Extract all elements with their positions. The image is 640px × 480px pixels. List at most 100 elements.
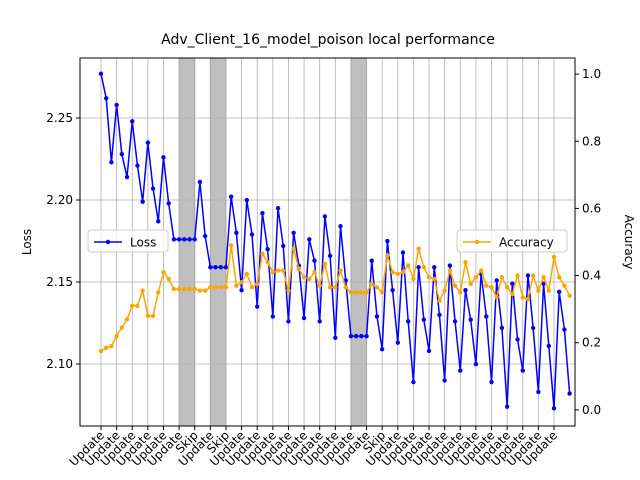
data-point [239,288,244,293]
data-point [244,271,249,277]
data-point [145,313,151,319]
data-point [530,325,536,331]
data-point [489,285,494,290]
data-point [452,319,458,324]
legend-marker [474,239,480,245]
data-point [504,404,510,409]
data-point [275,268,281,273]
legend-box [87,229,169,253]
data-point [213,285,218,290]
data-point [395,340,400,345]
data-point [499,275,505,280]
data-point [260,210,265,216]
data-point [416,265,421,270]
data-point [557,275,562,280]
data-point [109,160,114,165]
skip-span [178,57,196,427]
data-point [176,286,182,292]
y2-tick-label: 0.8 [582,134,601,148]
data-point [421,264,427,270]
data-point [307,276,312,282]
data-point [530,273,536,278]
data-point [546,288,551,293]
y2-tick-label: 0.4 [582,269,601,283]
y-axis-label: Loss [20,229,34,255]
data-point [124,317,130,322]
data-point [119,151,125,157]
data-point [166,201,171,206]
data-point [520,295,525,300]
data-point [385,238,390,244]
data-point [369,281,374,287]
data-point [270,270,276,275]
data-point [379,347,385,352]
data-point [327,285,333,290]
data-point [255,281,260,287]
y-tick-label: 2.15 [46,275,73,289]
data-point [426,275,432,280]
data-point [187,286,192,292]
data-point [489,379,494,385]
data-point [426,348,432,354]
data-point [359,290,364,295]
data-point [223,285,229,290]
data-point [156,290,161,295]
data-point [166,276,171,282]
data-point [296,266,302,272]
data-point [567,391,572,396]
data-point [322,261,328,267]
data-point [541,281,546,286]
data-point [536,288,541,293]
data-point [234,283,239,288]
data-point [281,243,286,249]
data-point [562,283,567,288]
legend-box [456,229,568,253]
data-point [260,251,265,256]
data-point [192,286,197,292]
data-point [291,230,296,236]
y-tick-label: 2.25 [46,111,73,125]
data-point [145,140,151,145]
data-point [374,314,380,319]
data-point [452,283,458,288]
data-point [567,293,572,298]
data-point [348,333,354,339]
data-point [499,325,505,331]
data-point [156,219,161,224]
data-point [327,253,333,258]
skip-span [209,57,227,427]
data-point [437,312,442,318]
data-point [135,303,140,308]
y-tick-label: 2.20 [46,193,73,207]
data-point [494,295,499,300]
data-point [239,280,244,285]
data-point [333,335,338,340]
data-point [244,197,249,203]
data-point [119,325,125,330]
data-point [208,265,213,270]
skip-span [350,57,368,427]
data-point [275,206,281,211]
data-point [562,327,567,332]
data-point [234,230,239,236]
data-point [525,273,531,278]
data-point [557,289,562,295]
data-point [364,333,369,339]
data-point [473,275,479,280]
data-point [411,276,416,282]
data-point [390,270,395,275]
data-point [317,319,322,324]
data-point [484,283,489,288]
data-point [114,102,119,108]
data-point [463,288,468,293]
data-point [333,285,338,290]
data-point [176,237,182,242]
data-point [228,194,234,199]
data-point [104,96,109,101]
data-point [551,406,557,411]
data-point [307,237,312,242]
data-point [494,278,499,283]
data-point [379,290,385,295]
y2-axis-label: Accuracy [622,215,636,270]
